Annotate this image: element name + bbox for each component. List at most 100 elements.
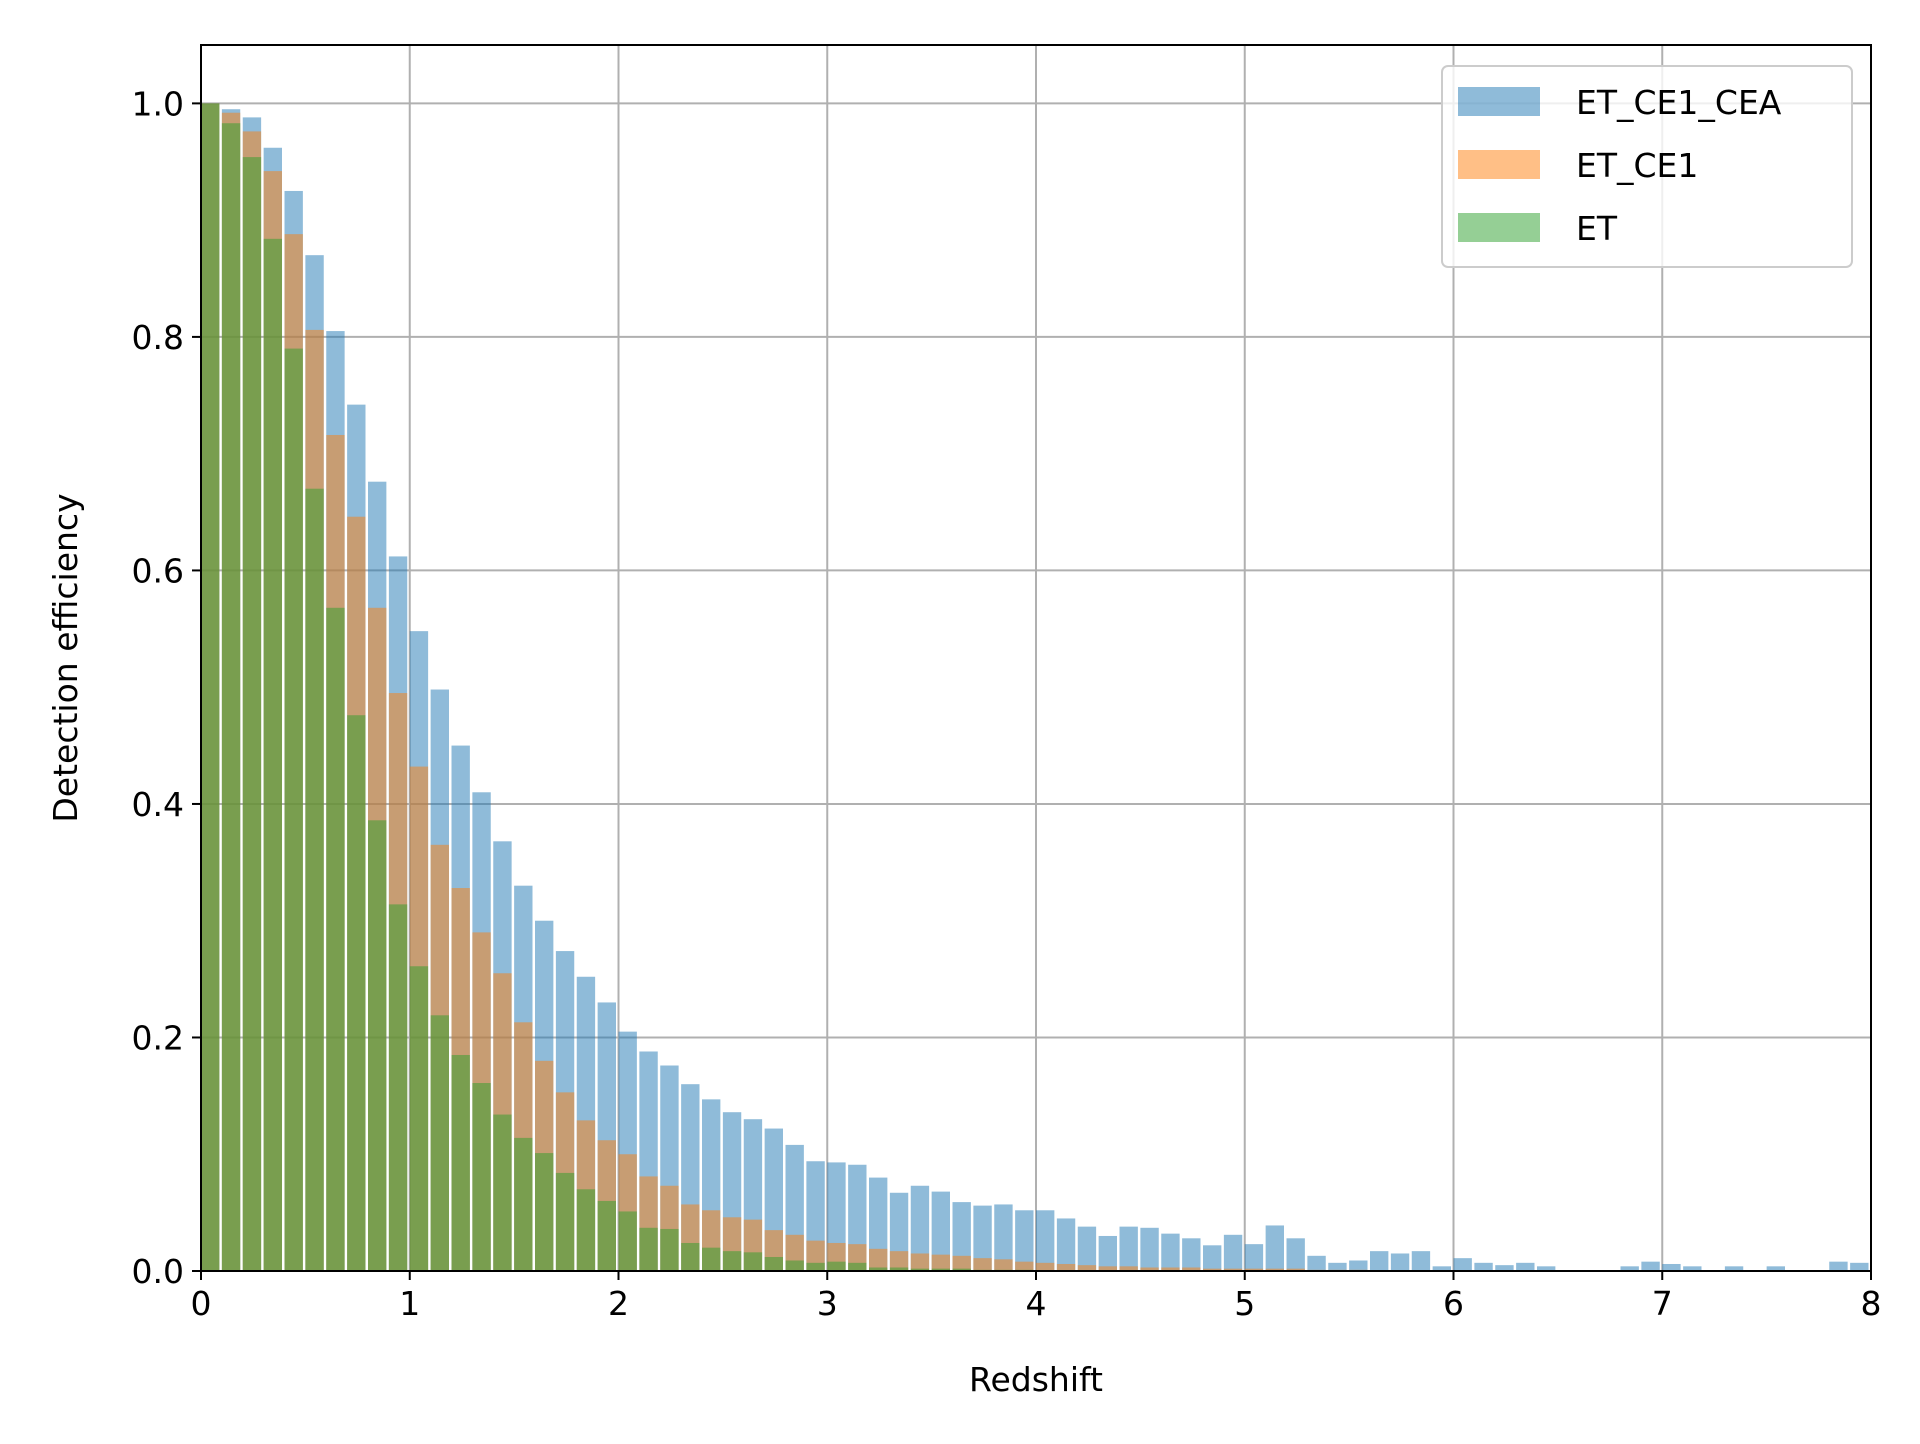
histogram-bar	[785, 1260, 804, 1271]
histogram-bar	[1495, 1265, 1514, 1271]
y-axis-label: Detection efficiency	[46, 493, 85, 822]
legend-frame	[1441, 65, 1853, 268]
histogram-bar	[1119, 1266, 1138, 1271]
histogram-bar	[1182, 1238, 1201, 1271]
legend-label: ET_CE1	[1576, 146, 1698, 185]
legend-swatch	[1458, 213, 1540, 242]
legend-entry-et: ET	[1458, 209, 1618, 248]
histogram-bar	[764, 1256, 783, 1271]
histogram-bar	[1015, 1210, 1034, 1271]
histogram-bar	[952, 1202, 971, 1271]
histogram-bar	[1265, 1268, 1284, 1271]
histogram-bar	[1349, 1260, 1368, 1271]
histogram-bar	[889, 1251, 909, 1271]
x-axis-label: Redshift	[969, 1360, 1103, 1399]
histogram-bar	[639, 1227, 658, 1271]
histogram-bar	[1036, 1262, 1055, 1271]
histogram-bar	[848, 1262, 867, 1271]
y-tick-label: 0.4	[132, 785, 184, 824]
tick-layer: 0 1 2 3 4 5 6 7 8 0.0 0.2 0.4 0.6 0.8 1.0	[132, 84, 1882, 1323]
histogram-bar	[1223, 1234, 1243, 1271]
histogram-bar	[931, 1268, 950, 1271]
y-tick-label: 0.2	[132, 1018, 184, 1057]
histogram-bar	[1036, 1210, 1055, 1271]
histogram-bar	[931, 1191, 950, 1271]
histogram-bar	[1182, 1267, 1201, 1271]
y-tick-label: 1.0	[132, 84, 184, 123]
histogram-bar	[827, 1261, 846, 1271]
legend-swatch	[1458, 150, 1540, 179]
histogram-bar	[722, 1251, 742, 1271]
histogram-bar	[1641, 1261, 1660, 1271]
histogram-bar	[347, 715, 366, 1271]
x-tick-label: 3	[817, 1284, 838, 1323]
histogram-bar	[1203, 1245, 1222, 1271]
histogram-bar	[1474, 1262, 1493, 1271]
series-et-bars	[201, 103, 1034, 1272]
histogram-bar	[305, 488, 324, 1271]
x-tick-label: 5	[1234, 1284, 1255, 1323]
histogram-bar	[1370, 1251, 1389, 1271]
histogram-bar	[994, 1259, 1013, 1271]
histogram-bar	[1140, 1267, 1159, 1271]
x-tick-label: 0	[191, 1284, 212, 1323]
x-tick-label: 7	[1652, 1284, 1673, 1323]
histogram-bar	[555, 1172, 575, 1271]
histogram-bar	[910, 1185, 930, 1271]
legend: ET_CE1_CEA ET_CE1 ET	[1441, 65, 1853, 268]
histogram-bar	[472, 1083, 491, 1271]
histogram-bar	[618, 1211, 637, 1271]
y-tick-label: 0.8	[132, 318, 184, 357]
histogram-bar	[1850, 1262, 1869, 1271]
histogram-bar	[1829, 1261, 1848, 1271]
legend-entry-et-ce1-cea: ET_CE1_CEA	[1458, 83, 1782, 122]
histogram-bar	[973, 1258, 992, 1271]
histogram-bar	[1077, 1265, 1097, 1271]
histogram-bar	[869, 1177, 888, 1271]
y-tick-label: 0.0	[132, 1252, 184, 1291]
x-tick-label: 1	[399, 1284, 420, 1323]
histogram-bar	[994, 1204, 1013, 1271]
histogram-bar	[201, 103, 220, 1271]
histogram-bar	[1119, 1226, 1138, 1271]
histogram-bar	[743, 1252, 763, 1271]
histogram-bar	[263, 238, 282, 1272]
histogram-bar	[1662, 1263, 1681, 1271]
histogram-bar	[1161, 1267, 1180, 1271]
histogram-bar	[931, 1254, 950, 1271]
histogram-bar	[242, 157, 262, 1271]
histogram-bar	[1307, 1255, 1326, 1271]
histogram-bar	[493, 1114, 512, 1271]
histogram-bar	[514, 1137, 533, 1271]
histogram-bar	[221, 123, 241, 1272]
histogram-bar	[1140, 1227, 1159, 1271]
histogram-bar	[1328, 1262, 1347, 1271]
histogram-bar	[1620, 1266, 1639, 1271]
x-tick-label: 8	[1861, 1284, 1882, 1323]
histogram-bar	[576, 1189, 596, 1271]
histogram-bar	[1411, 1251, 1431, 1271]
histogram-bar	[681, 1242, 700, 1271]
histogram-bar	[1683, 1266, 1702, 1271]
histogram-bar	[973, 1205, 992, 1271]
x-tick-label: 4	[1026, 1284, 1047, 1323]
histogram-bar	[952, 1255, 971, 1271]
histogram-bar	[1390, 1253, 1410, 1271]
histogram-bar	[597, 1200, 616, 1271]
histogram-bar	[1286, 1238, 1305, 1271]
legend-entry-et-ce1: ET_CE1	[1458, 146, 1698, 185]
histogram-bar	[1766, 1266, 1785, 1271]
histogram-bar	[1265, 1225, 1284, 1271]
histogram-bar	[1056, 1263, 1076, 1271]
histogram-bar	[1453, 1258, 1472, 1271]
histogram-bar	[889, 1267, 909, 1271]
histogram-bar	[910, 1253, 930, 1271]
histogram-bar	[451, 1054, 470, 1271]
histogram-bar	[702, 1247, 721, 1271]
y-tick-label: 0.6	[132, 551, 184, 590]
histogram-bar	[1161, 1233, 1180, 1271]
histogram-bar	[869, 1248, 888, 1271]
legend-label: ET_CE1_CEA	[1576, 83, 1782, 122]
